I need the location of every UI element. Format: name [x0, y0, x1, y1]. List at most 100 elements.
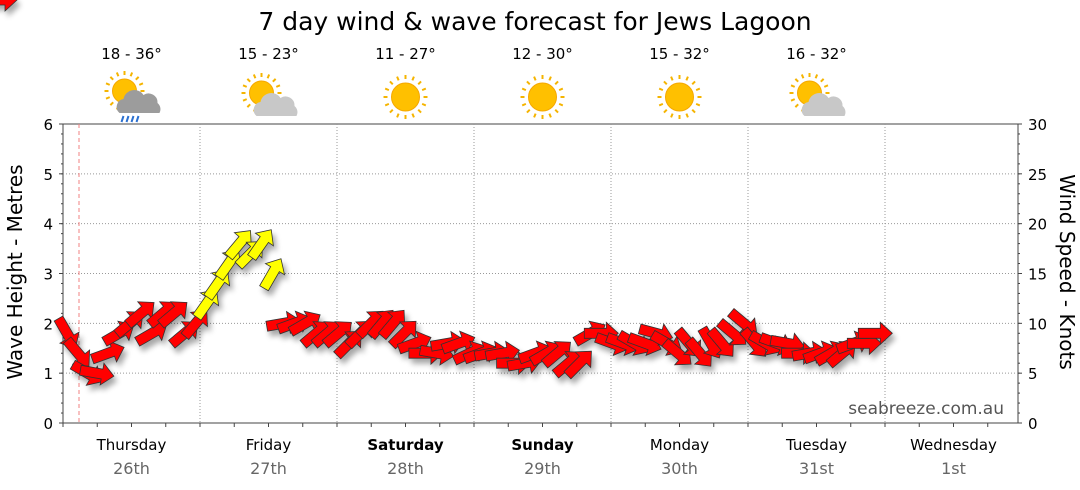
sun-ray — [411, 113, 415, 118]
sun-ray — [246, 78, 251, 83]
sun-ray — [526, 80, 531, 85]
sun-ray — [109, 101, 114, 106]
y-tick-label-right: 30 — [1028, 116, 1047, 134]
sun-ray — [685, 113, 689, 118]
sun-ray — [421, 102, 427, 107]
sun-ray — [266, 74, 271, 79]
temperature-range: 15 - 23° — [238, 45, 299, 63]
plot-grid: 0 1 2 3 4 5 6 0 5 10 15 20 25 30 — [43, 116, 1047, 433]
y-tick-label-left: 3 — [43, 266, 53, 284]
sun-ray — [521, 102, 527, 107]
sun-disc — [665, 82, 694, 112]
sun-ray — [384, 102, 390, 107]
wind-arrow — [79, 362, 115, 386]
sun-ray — [658, 87, 664, 92]
wind-arrow — [540, 341, 571, 369]
wind-arrow — [247, 229, 274, 261]
y-axis-label-left: Wave Height - Metres — [3, 164, 27, 379]
sun-ray — [695, 87, 701, 92]
wind-arrow — [124, 301, 155, 329]
y-tick-label-right: 5 — [1028, 365, 1038, 383]
sun-ray — [421, 87, 427, 92]
temperature-range: 18 - 36° — [101, 45, 162, 63]
wind-arrow — [857, 321, 893, 346]
day-name-label: Monday — [650, 436, 709, 454]
wind-arrow — [377, 309, 406, 341]
rain-drop — [135, 115, 140, 123]
sun-ray — [384, 87, 390, 92]
sun-ray — [138, 82, 144, 86]
rain-drop — [120, 115, 125, 123]
day-date-label: 30th — [661, 459, 698, 478]
wind-arrow — [484, 340, 521, 365]
day-name-label: Thursday — [96, 436, 167, 454]
day-date-label: 31st — [799, 459, 834, 478]
y-tick-label-right: 10 — [1028, 315, 1047, 333]
day-date-label: 29th — [524, 459, 561, 478]
sun-icon — [383, 75, 428, 119]
weather-forecast: 18 - 36° 15 - 23° 11 - 27° 12 - 30° 15 - 32°… — [101, 45, 847, 123]
sun-ray — [396, 113, 400, 118]
sun-ray — [554, 109, 559, 114]
sun-cloud-icon — [789, 73, 846, 116]
sun-icon — [657, 75, 702, 119]
wind-arrow — [563, 350, 592, 380]
sun-ray — [533, 76, 537, 81]
sun-ray — [272, 78, 277, 83]
temperature-range: 12 - 30° — [512, 45, 573, 63]
cloud-shape — [801, 93, 846, 116]
sun-disc — [391, 82, 420, 112]
y-axis-label-right: Wind Speed - Knots — [1055, 174, 1079, 370]
y-tick-label-left: 5 — [43, 166, 53, 184]
y-tick-label-right: 25 — [1028, 166, 1047, 184]
sun-ray — [526, 109, 531, 114]
sun-cloud-icon — [241, 73, 298, 116]
sun-ray — [558, 102, 564, 107]
rain-drop — [125, 115, 130, 123]
sun-ray — [109, 76, 114, 81]
day-name-label: Saturday — [367, 436, 444, 454]
sun-ray — [691, 109, 696, 114]
sun-ray — [129, 72, 134, 77]
sun-ray — [670, 76, 674, 81]
temperature-range: 16 - 32° — [786, 45, 847, 63]
wind-arrow — [321, 321, 352, 349]
sun-icon — [520, 75, 565, 119]
sun-ray — [794, 103, 799, 108]
sun-ray — [685, 76, 689, 81]
chart-title: 7 day wind & wave forecast for Jews Lago… — [258, 7, 811, 36]
day-date-label: 26th — [113, 459, 150, 478]
sun-ray — [521, 87, 527, 92]
sun-ray — [794, 78, 799, 83]
wind-arrow — [706, 326, 734, 357]
wind-arrow — [661, 337, 692, 366]
wind-arrow-group — [0, 0, 893, 386]
cloud-shape — [253, 93, 298, 116]
watermark: seabreeze.com.au — [848, 399, 1004, 419]
sun-ray — [242, 84, 248, 88]
sun-ray — [252, 74, 257, 79]
sun-ray — [135, 76, 140, 81]
sun-ray — [820, 78, 825, 83]
sun-cloud-rain-icon — [104, 71, 161, 123]
sun-ray — [242, 98, 248, 102]
sun-ray — [558, 87, 564, 92]
day-date-label: 27th — [250, 459, 287, 478]
sun-ray — [670, 113, 674, 118]
temperature-range: 11 - 27° — [375, 45, 436, 63]
sun-ray — [658, 102, 664, 107]
sun-ray — [105, 82, 111, 86]
sun-ray — [663, 80, 668, 85]
y-tick-label-right: 15 — [1028, 266, 1047, 284]
sun-ray — [389, 109, 394, 114]
sun-ray — [790, 98, 796, 102]
sun-ray — [695, 102, 701, 107]
wind-arrow — [0, 0, 18, 12]
sun-ray — [417, 80, 422, 85]
temperature-range: 15 - 32° — [649, 45, 710, 63]
rain-drop — [130, 115, 135, 123]
sun-ray — [823, 84, 829, 88]
sun-ray — [814, 74, 819, 79]
wind-arrows — [0, 0, 893, 386]
sun-ray — [790, 84, 796, 88]
